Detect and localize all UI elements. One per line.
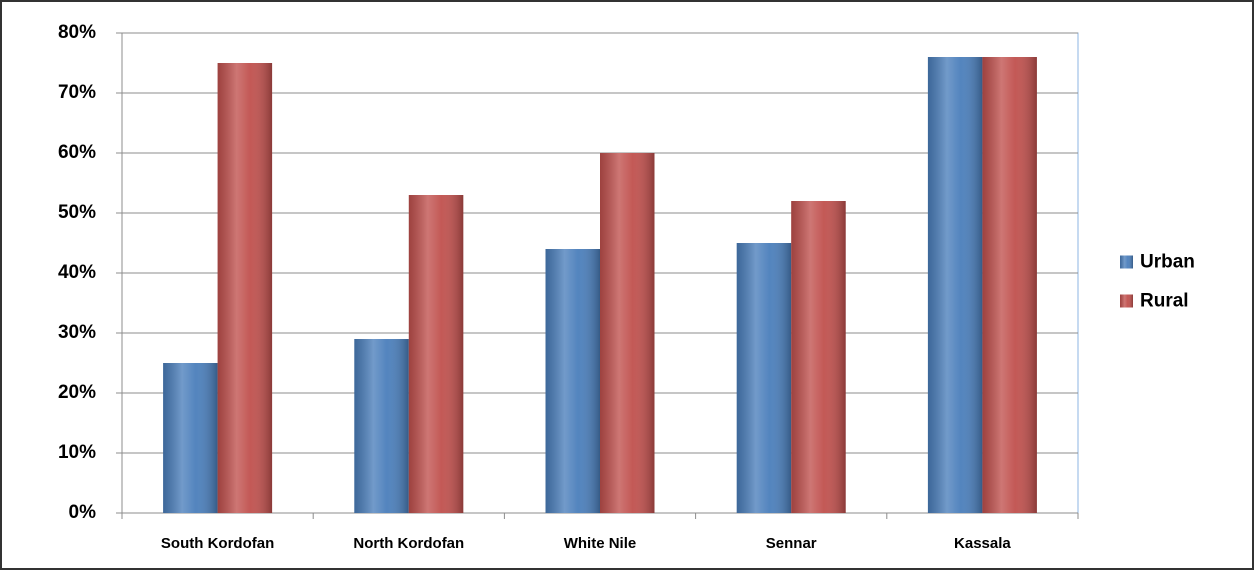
y-tick-label: 50% — [58, 202, 96, 223]
x-tick-label: Kassala — [954, 535, 1011, 552]
bar-shine — [927, 57, 983, 513]
x-tick-label: North Kordofan — [353, 535, 464, 552]
bar-shine — [163, 363, 218, 513]
y-tick-label: 10% — [58, 442, 96, 463]
bar-shine — [982, 57, 1037, 513]
x-tick-label: South Kordofan — [161, 535, 274, 552]
y-tick-label: 70% — [58, 82, 96, 103]
legend-label: Urban — [1140, 252, 1195, 273]
bar-shine — [217, 63, 273, 513]
y-tick-label: 60% — [58, 142, 96, 163]
legend-swatch-shine — [1120, 255, 1133, 269]
y-tick-label: 0% — [69, 502, 97, 523]
y-tick-label: 40% — [58, 262, 96, 283]
legend-label: Rural — [1140, 291, 1189, 312]
y-tick-label: 30% — [58, 322, 96, 343]
bar-shine — [408, 195, 464, 513]
bar-shine — [600, 153, 655, 513]
bar-shine — [354, 339, 409, 513]
x-tick-label: Sennar — [766, 535, 817, 552]
x-tick-label: White Nile — [564, 535, 637, 552]
bar-shine — [545, 249, 600, 513]
y-tick-label: 80% — [58, 22, 96, 43]
bar-shine — [736, 243, 792, 513]
bar-shine — [791, 201, 846, 513]
legend-swatch-shine — [1120, 294, 1133, 308]
y-tick-label: 20% — [58, 382, 96, 403]
